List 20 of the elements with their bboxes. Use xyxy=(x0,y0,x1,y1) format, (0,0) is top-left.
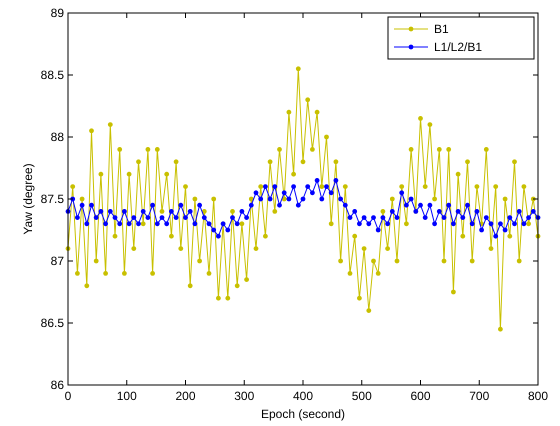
x-tick-label: 700 xyxy=(469,389,490,403)
y-tick-label: 86 xyxy=(50,378,64,392)
x-tick-label: 800 xyxy=(528,389,548,403)
x-tick-label: 0 xyxy=(64,389,72,403)
y-axis-title: Yaw (degree) xyxy=(21,163,35,235)
y-tick-label: 86.5 xyxy=(40,316,64,330)
y-tick-label: 87 xyxy=(50,254,64,268)
x-tick-label: 600 xyxy=(410,389,431,403)
y-tick-label: 88 xyxy=(50,130,64,144)
x-tick-label: 500 xyxy=(352,389,372,403)
x-tick-label: 100 xyxy=(116,389,138,403)
x-tick-label: 300 xyxy=(234,389,255,403)
legend-label: B1 xyxy=(434,22,450,36)
x-axis-title: Epoch (second) xyxy=(260,407,346,421)
x-tick-label: 200 xyxy=(175,389,196,403)
x-tick-label: 400 xyxy=(292,389,314,403)
legend-label: L1/L2/B1 xyxy=(434,40,482,54)
y-tick-label: 88.5 xyxy=(40,68,64,82)
y-tick-label: 87.5 xyxy=(40,192,64,206)
y-tick-label: 89 xyxy=(50,6,64,20)
